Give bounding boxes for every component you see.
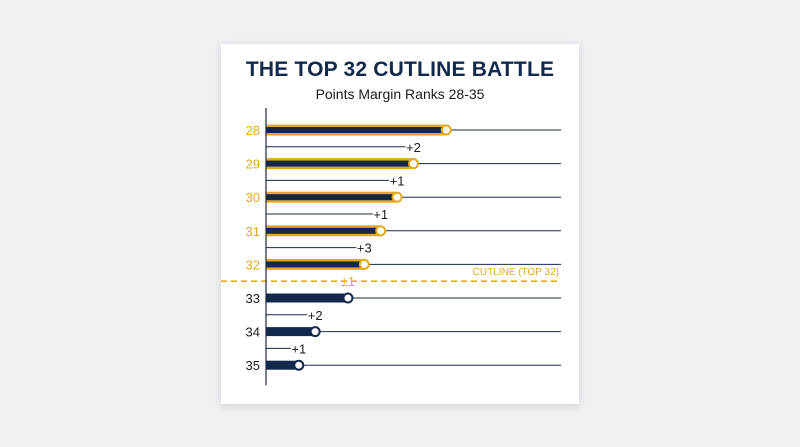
chart-title: THE TOP 32 CUTLINE BATTLE [245,58,555,81]
bar [266,293,348,303]
rank-label: 28 [246,123,260,138]
rank-label: 34 [246,325,260,340]
gap-label: +2 [308,308,323,323]
gap-label: ±1 [341,274,355,289]
bar-end-marker [375,225,387,237]
chart-card: THE TOP 32 CUTLINE BATTLE Points Margin … [221,44,579,404]
bar-end-marker [309,326,321,338]
rank-label: 31 [246,224,260,239]
bar-end-marker [408,158,419,170]
bar-end-marker [293,359,305,371]
bar [266,360,299,370]
bar [266,194,398,201]
bar-end-marker [342,292,354,304]
gap-label: +2 [406,140,421,155]
bar [266,261,365,268]
bar-chart: 28 +2 29 +1 30 +1 31 +3 32 CUTLINE (TOP 32) ±1 33 +2… [221,108,561,386]
rank-label: 30 [246,190,260,205]
bar [266,327,316,337]
bar [266,227,381,234]
bar [266,160,414,167]
rank-label: 33 [246,291,260,306]
bar-end-marker [391,191,403,203]
gap-label: +3 [357,241,372,256]
chart-subtitle: Points Margin Ranks 28-35 [315,86,485,102]
gap-label: +1 [291,341,306,356]
rank-label: 35 [246,358,260,373]
gap-label: +1 [390,173,405,188]
rank-label: 32 [246,257,260,272]
bar-end-marker [358,258,370,270]
rank-label: 29 [246,157,260,172]
bar [266,127,447,133]
cutline-label: CUTLINE (TOP 32) [473,267,559,278]
bar-end-marker [440,124,452,136]
gap-label: +1 [373,207,388,222]
